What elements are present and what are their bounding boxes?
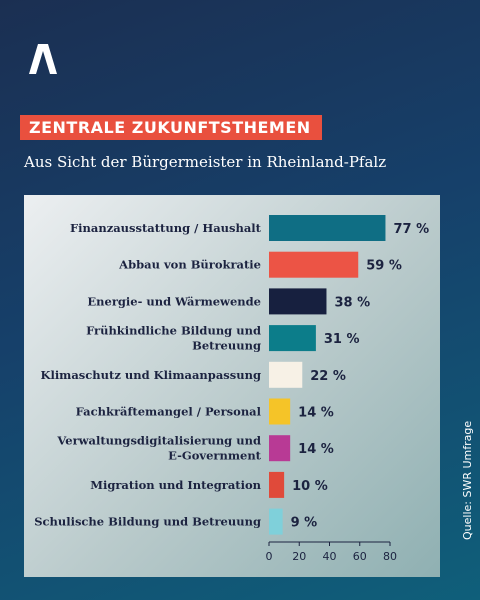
x-tick-label: 80 xyxy=(383,550,397,563)
category-label: Fachkräftemangel / Personal xyxy=(76,405,262,419)
category-label: Frühkindliche Bildung und Betreuung xyxy=(86,324,261,353)
value-label: 59 % xyxy=(366,259,402,274)
value-label: 9 % xyxy=(291,516,318,531)
source-note: Quelle: SWR Umfrage xyxy=(461,420,474,540)
category-label: Klimaschutz und Klimaanpassung xyxy=(40,368,261,382)
x-tick-label: 60 xyxy=(353,550,367,563)
bar xyxy=(269,288,327,315)
category-label: Finanzausstattung / Haushalt xyxy=(70,221,262,235)
category-label: Verwaltungsdigitalisierung und E-Governme… xyxy=(56,434,261,463)
bar xyxy=(269,215,386,241)
value-label: 10 % xyxy=(292,479,328,494)
x-tick-label: 40 xyxy=(323,550,337,563)
category-label: Abbau von Bürokratie xyxy=(118,258,261,272)
category-label: Migration und Integration xyxy=(90,478,261,492)
value-label: 31 % xyxy=(324,332,360,347)
bar xyxy=(269,435,291,462)
bar xyxy=(269,508,283,535)
value-label: 14 % xyxy=(298,406,334,421)
bar-chart: Finanzausstattung / Haushalt 77 % Abbau vo… xyxy=(34,215,429,563)
value-label: 38 % xyxy=(334,295,370,310)
chart-panel: Finanzausstattung / Haushalt 77 % Abbau vo… xyxy=(24,195,440,577)
x-tick-label: 20 xyxy=(292,550,306,563)
value-label: 77 % xyxy=(393,222,429,237)
bar xyxy=(269,398,291,425)
bar xyxy=(269,251,359,278)
category-label: Energie- und Wärmewende xyxy=(87,294,261,308)
bar xyxy=(269,471,285,498)
headline-badge: ZENTRALE ZUKUNFTSTHEMEN xyxy=(20,115,322,140)
bar xyxy=(269,325,316,352)
bar xyxy=(269,361,303,388)
chart-subtitle: Aus Sicht der Bürgermeister in Rheinland… xyxy=(24,153,387,171)
value-label: 14 % xyxy=(298,442,334,457)
swr-logo-icon xyxy=(29,44,57,74)
value-label: 22 % xyxy=(310,369,346,384)
x-tick-label: 0 xyxy=(266,550,273,563)
category-label: Schulische Bildung und Betreuung xyxy=(34,515,261,529)
